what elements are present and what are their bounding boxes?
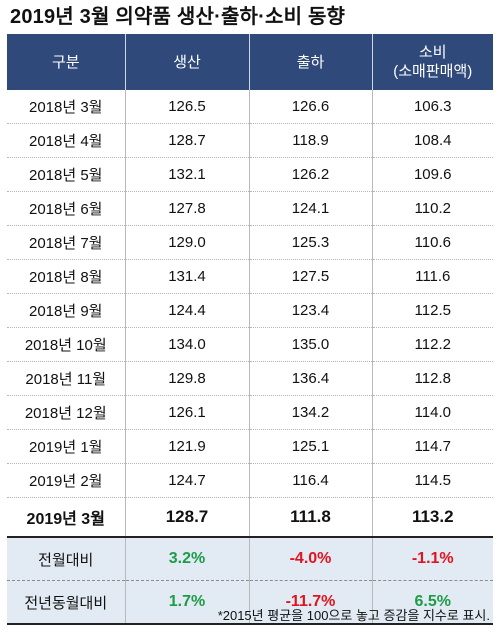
table-row: 2018년 5월 132.1 126.2 109.6 (7, 157, 493, 192)
production-cell: 127.8 (124, 191, 249, 226)
table-row: 2018년 6월 127.8 124.1 110.2 (7, 191, 493, 226)
period-cell: 2018년 7월 (7, 225, 125, 260)
shipment-cell: 123.4 (248, 293, 372, 328)
table-row: 2018년 11월 129.8 136.4 112.8 (7, 361, 493, 396)
consumption-cell: 112.8 (371, 361, 493, 396)
comparison-label: 전년동월대비 (7, 580, 125, 625)
production-cell: 129.0 (124, 225, 249, 260)
yoy-production-change: 1.7% (124, 580, 249, 625)
header-production: 생산 (124, 34, 249, 90)
shipment-cell: 125.1 (248, 429, 372, 464)
consumption-cell: 114.5 (371, 463, 493, 498)
mom-shipment-change: -4.0% (248, 537, 372, 581)
shipment-cell: 136.4 (248, 361, 372, 396)
table-row: 2018년 3월 126.5 126.6 106.3 (7, 90, 493, 124)
consumption-cell: 111.6 (371, 259, 493, 294)
production-cell: 128.7 (124, 123, 249, 158)
table-row: 2018년 8월 131.4 127.5 111.6 (7, 259, 493, 294)
production-cell: 129.8 (124, 361, 249, 396)
production-cell: 131.4 (124, 259, 249, 294)
consumption-cell: 114.0 (371, 395, 493, 430)
shipment-cell: 126.6 (248, 90, 372, 124)
consumption-cell: 112.2 (371, 327, 493, 362)
consumption-cell: 108.4 (371, 123, 493, 158)
footnote: *2015년 평균을 100으로 놓고 증감을 지수로 표시. (217, 608, 490, 623)
consumption-cell: 106.3 (371, 90, 493, 124)
period-cell: 2018년 6월 (7, 191, 125, 226)
period-cell: 2019년 1월 (7, 429, 125, 464)
current-consumption-cell: 113.2 (371, 497, 493, 538)
consumption-cell: 110.2 (371, 191, 493, 226)
production-cell: 124.7 (124, 463, 249, 498)
period-cell: 2018년 12월 (7, 395, 125, 430)
page-title: 2019년 3월 의약품 생산·출하·소비 동향 (10, 6, 346, 28)
header-category: 구분 (7, 34, 125, 90)
yoy-shipment-change: -11.7% (248, 580, 372, 625)
production-cell: 134.0 (124, 327, 249, 362)
header-consumption-line2: (소매판매액) (393, 63, 473, 80)
header-row: 구분 생산 출하 소비 (소매판매액) (7, 34, 493, 90)
period-cell: 2018년 4월 (7, 123, 125, 158)
consumption-cell: 110.6 (371, 225, 493, 260)
mom-production-change: 3.2% (124, 537, 249, 581)
consumption-cell: 114.7 (371, 429, 493, 464)
shipment-cell: 125.3 (248, 225, 372, 260)
period-cell: 2018년 8월 (7, 259, 125, 294)
shipment-cell: 126.2 (248, 157, 372, 192)
table-row: 2018년 9월 124.4 123.4 112.5 (7, 293, 493, 328)
table-row: 2019년 1월 121.9 125.1 114.7 (7, 429, 493, 464)
header-shipment: 출하 (248, 34, 372, 90)
current-production-cell: 128.7 (124, 497, 249, 538)
production-cell: 124.4 (124, 293, 249, 328)
shipment-cell: 118.9 (248, 123, 372, 158)
period-cell: 2018년 11월 (7, 361, 125, 396)
comparison-label: 전월대비 (7, 537, 125, 581)
period-cell: 2019년 2월 (7, 463, 125, 498)
year-over-year-row: 전년동월대비 1.7% -11.7% 6.5% (7, 580, 493, 625)
mom-consumption-change: -1.1% (371, 537, 493, 581)
header-consumption-line1: 소비 (418, 44, 447, 61)
shipment-cell: 116.4 (248, 463, 372, 498)
header-consumption: 소비 (소매판매액) (371, 34, 493, 90)
period-cell: 2018년 9월 (7, 293, 125, 328)
current-period-cell: 2019년 3월 (7, 497, 125, 538)
table-row: 2018년 10월 134.0 135.0 112.2 (7, 327, 493, 362)
current-month-row: 2019년 3월 128.7 111.8 113.2 (7, 497, 493, 538)
pharma-trend-table: 구분 생산 출하 소비 (소매판매액) 2018년 3월 126.5 126.6 106… (7, 34, 493, 625)
current-shipment-cell: 111.8 (248, 497, 372, 538)
shipment-cell: 124.1 (248, 191, 372, 226)
production-cell: 126.5 (124, 90, 249, 124)
production-cell: 126.1 (124, 395, 249, 430)
yoy-consumption-change: 6.5% (371, 580, 493, 625)
period-cell: 2018년 10월 (7, 327, 125, 362)
table-row: 2019년 2월 124.7 116.4 114.5 (7, 463, 493, 498)
consumption-cell: 109.6 (371, 157, 493, 192)
period-cell: 2018년 3월 (7, 90, 125, 124)
consumption-cell: 112.5 (371, 293, 493, 328)
period-cell: 2018년 5월 (7, 157, 125, 192)
shipment-cell: 134.2 (248, 395, 372, 430)
shipment-cell: 127.5 (248, 259, 372, 294)
table-row: 2018년 4월 128.7 118.9 108.4 (7, 123, 493, 158)
shipment-cell: 135.0 (248, 327, 372, 362)
table-row: 2018년 12월 126.1 134.2 114.0 (7, 395, 493, 430)
table-row: 2018년 7월 129.0 125.3 110.6 (7, 225, 493, 260)
production-cell: 132.1 (124, 157, 249, 192)
production-cell: 121.9 (124, 429, 249, 464)
month-over-month-row: 전월대비 3.2% -4.0% -1.1% (7, 537, 493, 581)
